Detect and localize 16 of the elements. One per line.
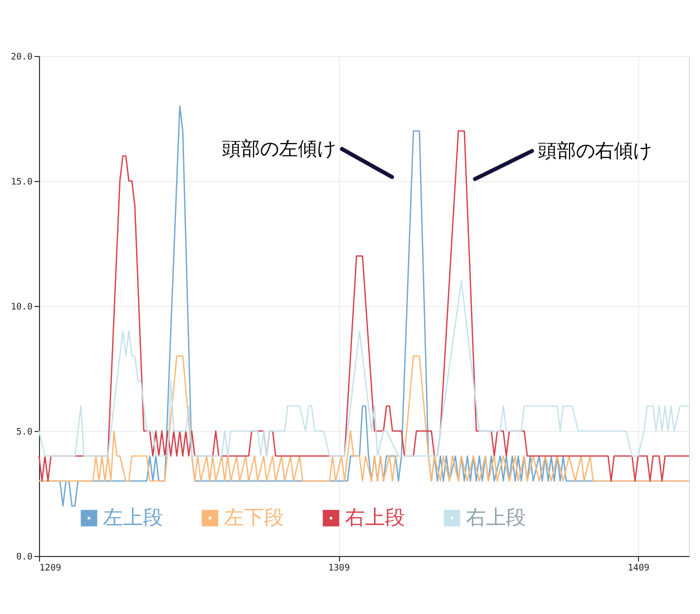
annotation: 頭部の左傾け <box>222 138 336 160</box>
line-series <box>38 355 690 482</box>
x-tick-label: 1209 <box>40 564 62 574</box>
x-tick-label: 1309 <box>328 564 350 574</box>
legend-label: 右上段 <box>345 505 405 530</box>
legend-label: 左下段 <box>224 505 284 530</box>
y-tick-label: 20.0 <box>10 52 32 62</box>
y-tick-label: 10.0 <box>10 302 32 312</box>
legend-label: 左上段 <box>103 505 163 530</box>
y-tick-label: 5.0 <box>16 428 32 438</box>
annotation: 頭部の右傾け <box>538 140 652 162</box>
y-tick-label: 15.0 <box>10 178 32 188</box>
x-tick-label: 1409 <box>628 564 650 574</box>
line-series <box>38 280 690 457</box>
legend-label: 右上段 <box>466 505 526 530</box>
y-tick-label: 0.0 <box>16 552 32 562</box>
